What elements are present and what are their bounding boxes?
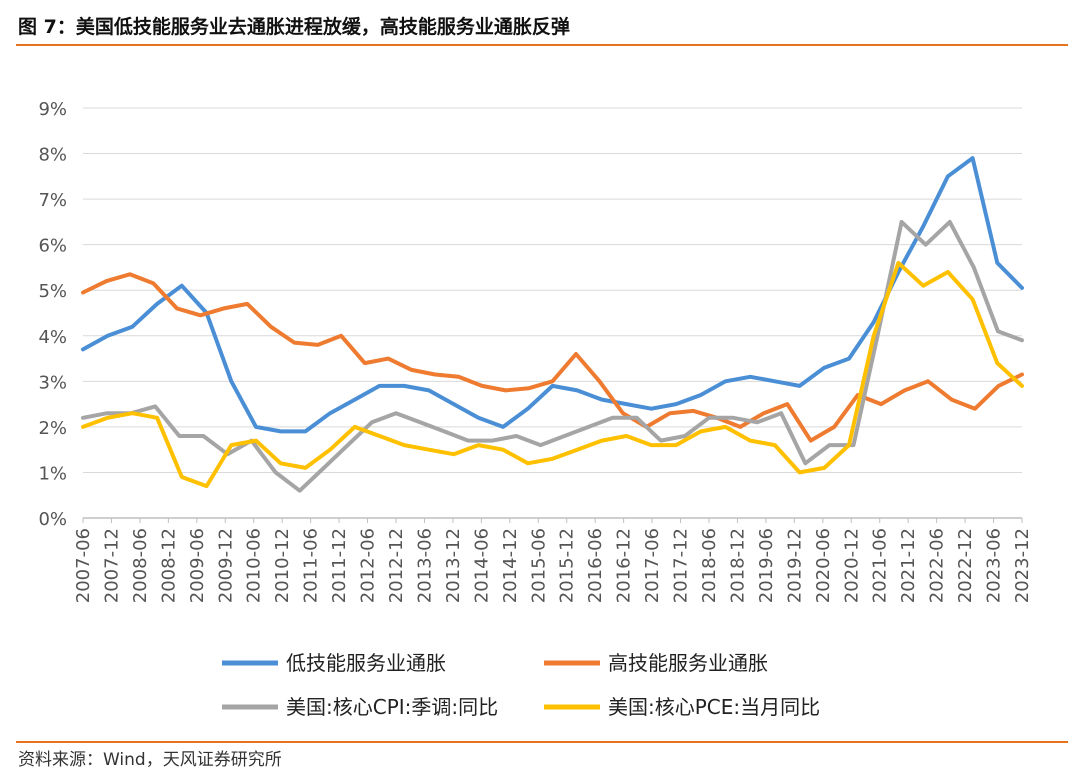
legend-label-high-skill: 高技能服务业通胀 (608, 651, 768, 675)
y-tick-label: 5% (38, 281, 67, 302)
y-tick-label: 8% (38, 145, 67, 166)
y-tick-label: 9% (38, 99, 67, 120)
legend-label-core-pce: 美国:核心PCE:当月同比 (608, 695, 820, 719)
x-tick-label: 2020-12 (841, 528, 862, 603)
x-tick-label: 2020-06 (813, 528, 834, 603)
series-lines (81, 156, 1024, 493)
y-tick-label: 4% (38, 327, 67, 348)
x-tick-label: 2010-12 (272, 528, 293, 603)
source-note: 资料来源：Wind，天风证券研究所 (18, 750, 282, 770)
x-tick-label: 2019-06 (756, 528, 777, 603)
x-tick-label: 2015-06 (528, 528, 549, 603)
y-tick-label: 6% (38, 236, 67, 257)
x-tick-label: 2023-12 (1012, 528, 1033, 603)
y-tick-label: 2% (38, 418, 67, 439)
x-tick-label: 2013-12 (443, 528, 464, 603)
x-tick-label: 2016-12 (614, 528, 635, 603)
x-tick-label: 2014-12 (500, 528, 521, 603)
x-tick-label: 2015-12 (557, 528, 578, 603)
title-rule (16, 44, 1068, 46)
x-tick-label: 2022-06 (927, 528, 948, 603)
x-tick-label: 2008-06 (130, 528, 151, 603)
x-tick-label: 2021-06 (870, 528, 891, 603)
x-tick-label: 2007-06 (73, 528, 94, 603)
series-line-core-cpi (81, 219, 1024, 493)
x-tick-label: 2021-12 (898, 528, 919, 603)
line-chart: 0% 1% 2% 3% 4% 5% 6% 7% 8% 9% 2007-06 2007-12 2008-… (38, 99, 1033, 719)
legend-label-core-cpi: 美国:核心CPI:季调:同比 (286, 695, 498, 719)
y-axis-ticks: 0% 1% 2% 3% 4% 5% 6% 7% 8% 9% (38, 99, 67, 530)
x-tick-label: 2008-12 (158, 528, 179, 603)
source-rule (16, 741, 1068, 743)
x-tick-label: 2023-06 (984, 528, 1005, 603)
y-tick-label: 3% (38, 372, 67, 393)
x-tick-label: 2009-06 (187, 528, 208, 603)
x-tick-label: 2011-12 (329, 528, 350, 603)
x-tick-label: 2012-06 (358, 528, 379, 603)
legend-label-low-skill: 低技能服务业通胀 (286, 651, 446, 675)
x-tick-label: 2018-12 (727, 528, 748, 603)
y-tick-label: 7% (38, 190, 67, 211)
gridlines (83, 107, 1022, 473)
x-tick-label: 2009-12 (215, 528, 236, 603)
series-line-low-skill (81, 156, 1024, 434)
y-tick-label: 0% (38, 509, 67, 530)
x-tick-label: 2007-12 (101, 528, 122, 603)
x-tick-label: 2011-06 (301, 528, 322, 603)
x-axis: 2007-06 2007-12 2008-06 2008-12 2009-06 2009-… (73, 517, 1033, 603)
x-tick-label: 2018-06 (699, 528, 720, 603)
x-tick-label: 2010-06 (244, 528, 265, 603)
x-tick-label: 2013-06 (414, 528, 435, 603)
y-tick-label: 1% (38, 463, 67, 484)
x-tick-label: 2017-06 (642, 528, 663, 603)
legend: 低技能服务业通胀 高技能服务业通胀 美国:核心CPI:季调:同比 美国:核心PC… (222, 651, 820, 719)
figure-title: 图 7：美国低技能服务业去通胀进程放缓，高技能服务业通胀反弹 (18, 16, 570, 38)
series-line-core-pce (81, 260, 1024, 489)
x-tick-label: 2012-12 (386, 528, 407, 603)
x-tick-label: 2019-12 (784, 528, 805, 603)
x-tick-label: 2017-12 (671, 528, 692, 603)
x-tick-label: 2016-06 (585, 528, 606, 603)
x-tick-label: 2014-06 (471, 528, 492, 603)
x-tick-label: 2022-12 (955, 528, 976, 603)
